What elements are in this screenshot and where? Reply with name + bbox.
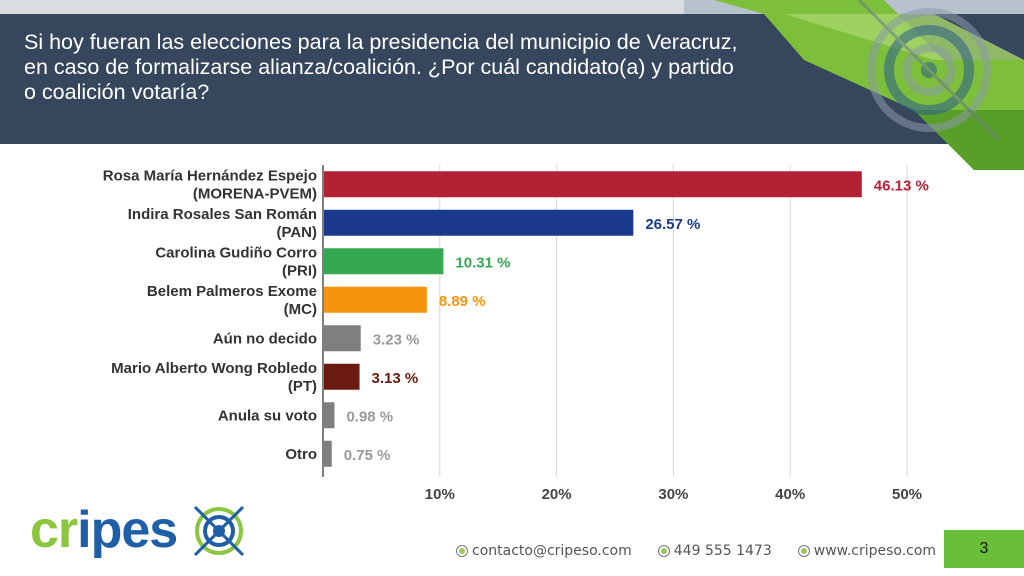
footer-web[interactable]: www.cripeso.com <box>797 540 936 562</box>
data-label: 0.75 % <box>344 447 391 464</box>
bar <box>324 325 361 352</box>
x-tick-label: 50% <box>892 486 922 503</box>
category-label: Aún no decido <box>213 330 317 347</box>
x-tick-label: 10% <box>425 486 455 503</box>
data-label: 10.31 % <box>455 254 510 271</box>
category-label: Mario Alberto Wong Robledo (PT) <box>111 360 317 395</box>
bar <box>324 363 360 390</box>
footer-email[interactable]: contacto@cripeso.com <box>456 540 632 562</box>
data-label: 3.23 % <box>373 331 420 348</box>
phone-icon <box>657 545 670 557</box>
data-label: 3.13 % <box>372 370 419 387</box>
target-logo-icon <box>194 506 244 556</box>
category-label: Belem Palmeros Exome (MC) <box>147 283 317 318</box>
category-label: Indira Rosales San Román (PAN) <box>128 206 317 241</box>
bar <box>324 248 444 275</box>
bar <box>324 440 332 467</box>
bar <box>324 209 634 236</box>
data-label: 8.89 % <box>439 293 486 310</box>
web-icon <box>797 545 810 557</box>
data-label: 26.57 % <box>645 216 700 233</box>
x-tick-label: 20% <box>542 486 572 503</box>
bar <box>324 171 862 198</box>
x-tick-label: 30% <box>658 486 688 503</box>
slide-title: Si hoy fueran las elecciones para la pre… <box>24 30 738 104</box>
data-label: 0.98 % <box>346 408 393 425</box>
bar <box>324 286 427 313</box>
bar-chart: 10% 20% 30% 40% 50% 46.13 % Rosa María Hernánd… <box>103 165 929 503</box>
page-number: 3 <box>944 530 1024 568</box>
cripeso-logo: cripes <box>30 500 250 562</box>
target-icon <box>857 0 1001 142</box>
bar <box>324 402 335 429</box>
category-label: Anula su voto <box>218 407 317 424</box>
category-label: Rosa María Hernández Espejo (MORENA-PVEM) <box>103 167 317 202</box>
footer-phone[interactable]: 449 555 1473 <box>657 540 772 562</box>
email-icon <box>456 545 468 557</box>
category-label: Carolina Gudiño Corro (PRI) <box>155 244 317 279</box>
footer-contact: contacto@cripeso.com 449 555 1473 www.cr… <box>456 540 936 562</box>
category-label: Otro <box>285 446 317 463</box>
data-label: 46.13 % <box>874 177 929 194</box>
x-tick-label: 40% <box>775 486 805 503</box>
corner-graphic <box>684 0 1024 170</box>
